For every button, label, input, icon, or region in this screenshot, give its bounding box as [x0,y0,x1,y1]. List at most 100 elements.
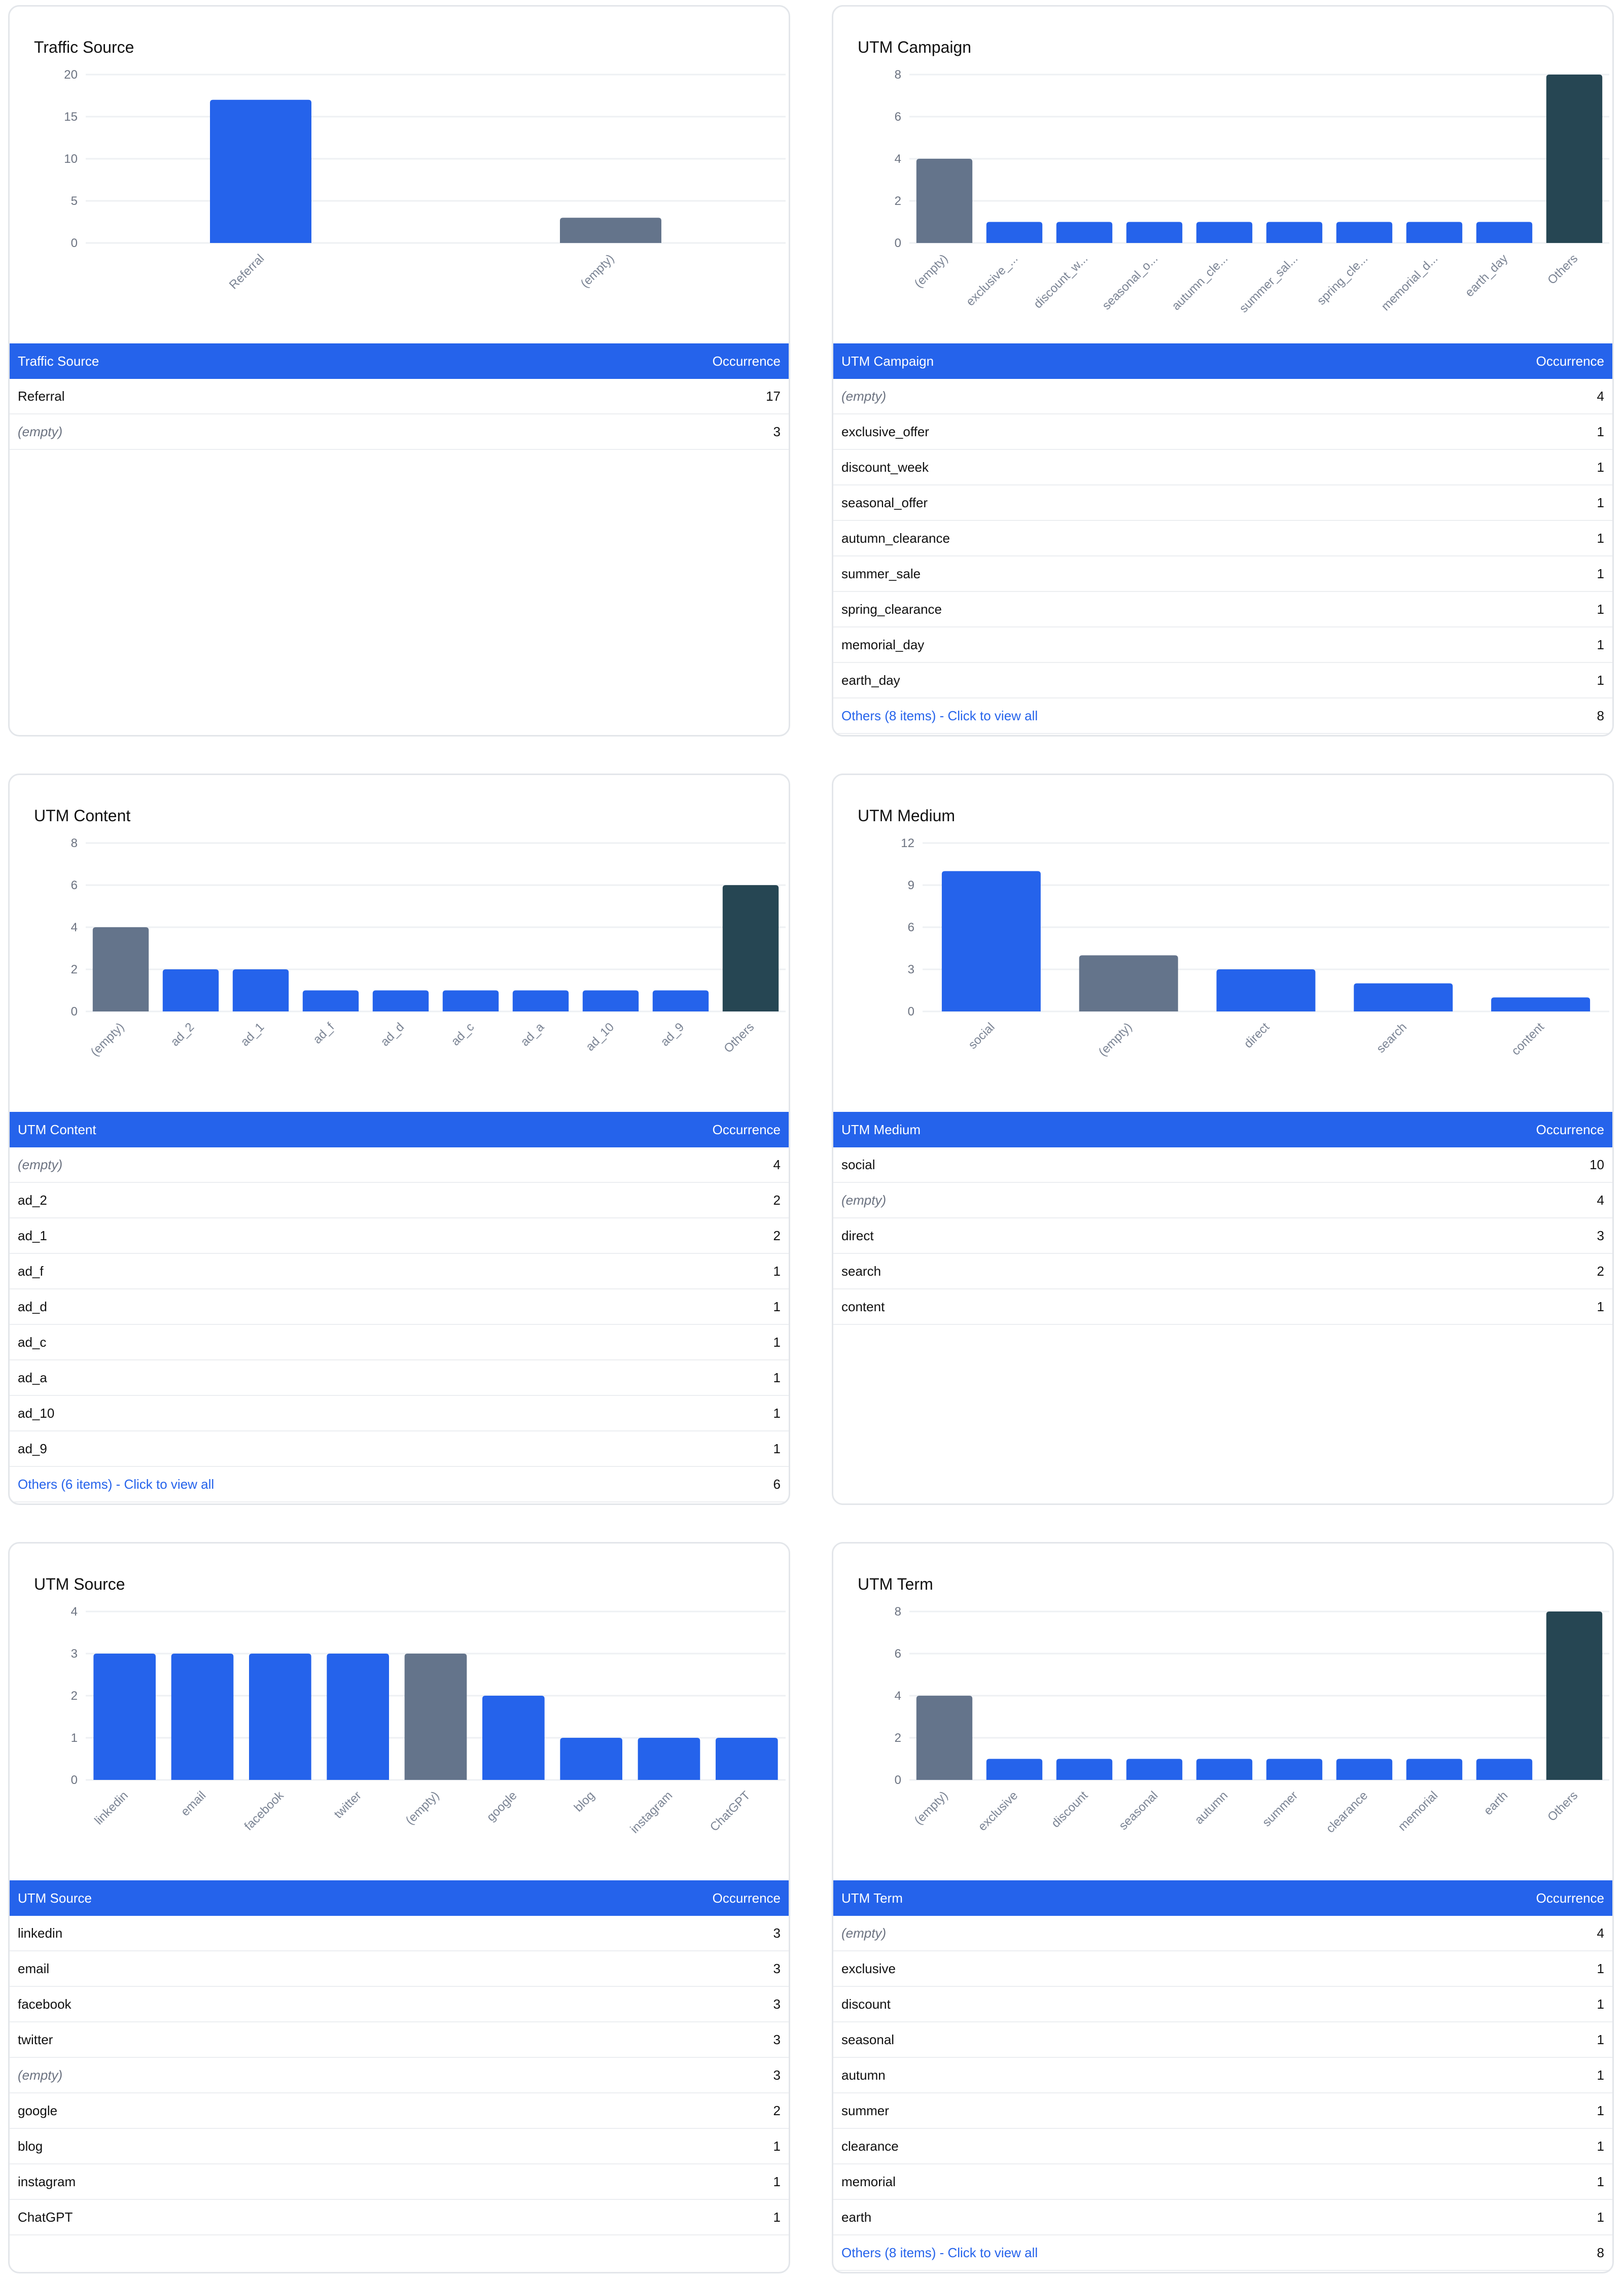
row-count: 8 [1597,2245,1604,2260]
chart-utm-content: 0 2 4 6 8 (empty) ad_2 ad_1 ad_f ad_d ad_c ad_a ad_1… [71,836,786,1059]
x-tick-label: discount_w... [1031,252,1090,311]
card-title: UTM Term [858,1575,933,1593]
others-row-link[interactable]: Others (8 items) - Click to view all 8 [833,698,1612,734]
y-tick-label: 4 [895,152,901,166]
bar[interactable] [1216,969,1316,1011]
row-count: 2 [773,2103,781,2118]
x-tick-label: seasonal_o... [1100,252,1160,312]
bar[interactable] [638,1738,700,1780]
bar[interactable] [716,1738,778,1780]
row-label: (empty) [18,424,63,439]
bar[interactable] [1476,1759,1533,1780]
table-row: (empty) 4 [833,379,1612,414]
bar[interactable] [1546,1612,1603,1780]
y-tick-label: 4 [71,1605,78,1619]
bar[interactable] [1491,997,1591,1011]
x-tick-label: seasonal [1116,1789,1160,1833]
header-count: Occurrence [712,353,781,369]
table-row: blog 1 [10,2129,789,2164]
bar[interactable] [1126,222,1183,243]
x-tick-label: email [179,1789,209,1819]
x-tick-label: social [966,1020,997,1052]
table-row: discount_week 1 [833,450,1612,485]
table-row: (empty) 4 [833,1183,1612,1218]
bar[interactable] [1079,955,1178,1011]
x-tick-label: ad_f [310,1020,337,1046]
row-count: 1 [773,1263,781,1279]
bar[interactable] [722,885,779,1011]
bar[interactable] [162,969,219,1011]
bar[interactable] [327,1654,389,1780]
y-tick-label: 0 [895,1773,901,1787]
others-row-link[interactable]: Others (6 items) - Click to view all 6 [10,1467,789,1502]
bar[interactable] [941,871,1041,1011]
x-tick-label: content [1509,1020,1547,1058]
row-label: seasonal_offer [841,495,928,510]
bar[interactable] [210,99,311,243]
row-count: 4 [1597,388,1604,404]
y-tick-label: 0 [895,236,901,250]
row-label: memorial [841,2174,896,2189]
row-count: 17 [766,388,781,404]
bar[interactable] [916,1696,973,1780]
bar[interactable] [232,969,289,1011]
bar[interactable] [1354,983,1453,1011]
table-row: ad_1 2 [10,1218,789,1254]
bar[interactable] [1406,222,1463,243]
row-label: email [18,1960,50,1976]
header-label: UTM Content [18,1122,96,1137]
row-label: ad_d [18,1299,47,1314]
x-tick-label: google [484,1789,520,1824]
bar[interactable] [560,218,661,243]
y-tick-label: 20 [64,68,78,82]
row-count: 1 [1597,2031,1604,2047]
bar[interactable] [916,159,973,243]
card-title: UTM Source [34,1575,125,1593]
others-row-link[interactable]: Others (8 items) - Click to view all 8 [833,2235,1612,2271]
y-tick-label: 12 [901,836,914,850]
bar[interactable] [1266,222,1323,243]
table-row: earth 1 [833,2200,1612,2235]
bar[interactable] [482,1696,545,1780]
table-row: exclusive_offer 1 [833,414,1612,450]
bar[interactable] [171,1654,234,1780]
bar[interactable] [302,990,359,1012]
table-header: Traffic Source Occurrence [10,343,789,379]
bar[interactable] [986,222,1043,243]
bar[interactable] [249,1654,311,1780]
bar[interactable] [1476,222,1533,243]
table-utm-campaign: UTM Campaign Occurrence (empty) 4 exclusiv… [833,343,1612,734]
bar[interactable] [1056,222,1113,243]
bar[interactable] [1406,1759,1463,1780]
chart-utm-campaign: 0 2 4 6 8 (empty) exclusive_... discount_w... se… [895,68,1609,316]
x-tick-label: memorial [1395,1789,1440,1834]
bar[interactable] [372,990,429,1012]
row-label: Referral [18,388,65,404]
bar[interactable] [1336,222,1393,243]
row-count: 1 [773,1405,781,1421]
bar[interactable] [404,1654,467,1780]
y-tick-label: 6 [908,921,914,934]
card-utm-term: UTM Term 0 2 4 6 8 (empty) exclusive discount se… [832,1542,1614,2273]
row-count: 1 [1597,672,1604,688]
bar[interactable] [986,1759,1043,1780]
y-tick-label: 9 [908,879,914,892]
bar[interactable] [1196,1759,1253,1780]
bar[interactable] [442,990,499,1012]
bar[interactable] [92,927,149,1011]
bar[interactable] [1546,75,1603,243]
bar[interactable] [560,1738,622,1780]
table-row: discount 1 [833,1987,1612,2022]
bar[interactable] [93,1654,156,1780]
bar[interactable] [1196,222,1253,243]
bar[interactable] [512,990,569,1012]
bar[interactable] [1126,1759,1183,1780]
x-tick-label: (empty) [912,1789,951,1828]
bar[interactable] [1266,1759,1323,1780]
table-header: UTM Source Occurrence [10,1880,789,1916]
bar[interactable] [582,990,639,1012]
bar[interactable] [652,990,709,1012]
bar[interactable] [1336,1759,1393,1780]
table-row: search 2 [833,1254,1612,1289]
bar[interactable] [1056,1759,1113,1780]
